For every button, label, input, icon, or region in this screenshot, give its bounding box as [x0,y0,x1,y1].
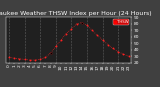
Point [112,48,114,49]
Point [86,24,88,26]
Point [101,39,104,41]
Point [80,22,83,23]
Point [28,59,31,61]
Point [96,35,99,36]
Point [49,52,52,54]
Point [75,23,78,25]
Point [13,57,16,59]
Point [23,59,26,60]
Point [117,51,120,52]
Point [44,57,47,58]
Point [55,46,57,47]
Point [65,33,68,34]
Point [122,54,125,55]
Point [18,58,21,59]
Point [91,30,93,31]
Point [39,59,41,60]
Title: Milwaukee Weather THSW Index per Hour (24 Hours): Milwaukee Weather THSW Index per Hour (2… [0,11,152,16]
Point [107,44,109,45]
Point [127,56,130,57]
Point [80,22,83,23]
Legend: THSW: THSW [113,19,129,25]
Point [60,39,62,41]
Point [8,57,10,58]
Point [34,59,36,61]
Point [70,28,73,30]
Point [49,52,52,54]
